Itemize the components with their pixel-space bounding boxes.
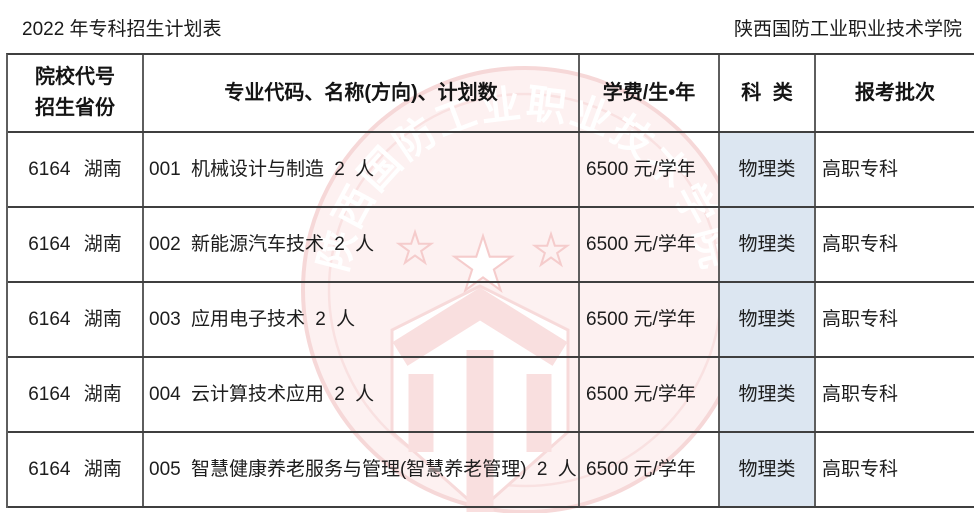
cell-batch: 高职专科	[822, 308, 899, 330]
header-code-line: 院校代号	[35, 66, 115, 88]
cell-code-province: 6164 湖南	[8, 208, 144, 281]
table-row: 6164 湖南 002 新能源汽车技术 2 人 6500 元/学年 物理类 高职…	[8, 208, 974, 283]
cell-tuition: 6500 元/学年	[580, 283, 720, 356]
cell-batch: 高职专科	[822, 233, 899, 255]
cell-category: 物理类	[720, 133, 816, 206]
table-row: 6164 湖南 005 智慧健康养老服务与管理(智慧养老管理) 2 人 6500…	[8, 433, 974, 508]
cell-major: 003 应用电子技术 2 人	[144, 283, 580, 356]
cell-major: 005 智慧健康养老服务与管理(智慧养老管理) 2 人	[144, 433, 580, 506]
cell-major: 001 机械设计与制造 2 人	[144, 133, 580, 206]
header-tuition: 学费/生•年	[580, 55, 720, 131]
cell-category: 物理类	[720, 433, 816, 506]
table-row: 6164 湖南 001 机械设计与制造 2 人 6500 元/学年 物理类 高职…	[8, 133, 974, 208]
cell-code-province: 6164 湖南	[8, 433, 144, 506]
page-title: 2022 年专科招生计划表	[22, 19, 222, 40]
cell-major: 004 云计算技术应用 2 人	[144, 358, 580, 431]
header-category: 科 类	[720, 55, 816, 131]
cell-tuition: 6500 元/学年	[580, 208, 720, 281]
cell-major: 002 新能源汽车技术 2 人	[144, 208, 580, 281]
cell-code-province: 6164 湖南	[8, 133, 144, 206]
cell-category: 物理类	[720, 283, 816, 356]
table-header-row: 院校代号 招生省份 专业代码、名称(方向)、计划数 学费/生•年 科 类 报考批…	[8, 55, 974, 133]
table-row: 6164 湖南 004 云计算技术应用 2 人 6500 元/学年 物理类 高职…	[8, 358, 974, 433]
school-name: 陕西国防工业职业技术学院	[733, 19, 962, 40]
header-province-line: 招生省份	[35, 97, 115, 119]
cell-code-province: 6164 湖南	[8, 283, 144, 356]
cell-category: 物理类	[720, 208, 816, 281]
admission-plan-table: 院校代号 招生省份 专业代码、名称(方向)、计划数 学费/生•年 科 类 报考批…	[6, 53, 974, 508]
cell-code-province: 6164 湖南	[8, 358, 144, 431]
table-row: 6164 湖南 003 应用电子技术 2 人 6500 元/学年 物理类 高职专…	[8, 283, 974, 358]
title-bar: 2022 年专科招生计划表 陕西国防工业职业技术学院	[0, 0, 974, 53]
cell-tuition: 6500 元/学年	[580, 133, 720, 206]
cell-tuition: 6500 元/学年	[580, 433, 720, 506]
cell-batch: 高职专科	[822, 458, 899, 480]
header-code-province: 院校代号 招生省份	[8, 55, 144, 131]
header-major: 专业代码、名称(方向)、计划数	[144, 55, 580, 131]
cell-batch: 高职专科	[822, 158, 899, 180]
header-batch: 报考批次	[855, 81, 935, 104]
cell-tuition: 6500 元/学年	[580, 358, 720, 431]
cell-batch: 高职专科	[822, 383, 899, 405]
cell-category: 物理类	[720, 358, 816, 431]
